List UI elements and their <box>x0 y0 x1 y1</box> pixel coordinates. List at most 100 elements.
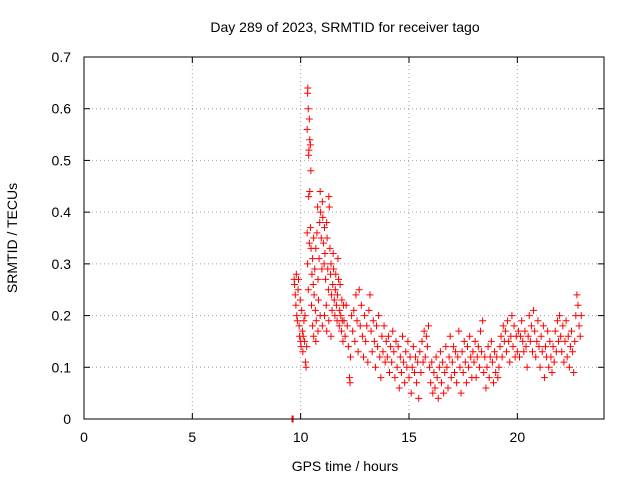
data-point <box>577 312 585 320</box>
data-point <box>361 312 369 320</box>
data-point <box>428 358 436 366</box>
data-point <box>510 322 518 330</box>
data-point <box>457 389 465 397</box>
data-point <box>458 348 466 356</box>
data-point <box>474 343 482 351</box>
data-point <box>313 229 321 237</box>
data-point <box>470 358 478 366</box>
data-point <box>292 270 300 278</box>
data-point <box>394 343 402 351</box>
data-point <box>443 363 451 371</box>
data-point <box>445 353 453 361</box>
data-point <box>429 389 437 397</box>
data-point <box>386 368 393 376</box>
data-point <box>418 337 426 345</box>
data-point <box>309 322 317 330</box>
data-point <box>464 343 471 351</box>
data-point <box>366 291 374 299</box>
data-point <box>383 353 391 361</box>
data-point <box>466 332 474 340</box>
data-point <box>390 348 398 356</box>
data-point <box>546 337 554 345</box>
data-point <box>408 363 416 371</box>
data-point <box>453 379 461 387</box>
data-point <box>509 343 517 351</box>
y-tick-label: 0.1 <box>52 359 72 375</box>
data-point <box>294 286 302 294</box>
data-point <box>331 286 339 294</box>
data-point <box>335 275 343 283</box>
data-point <box>397 368 405 376</box>
data-point <box>301 312 309 320</box>
data-point <box>318 322 326 330</box>
data-point <box>348 312 356 320</box>
data-point <box>298 327 306 335</box>
data-point <box>305 193 313 201</box>
data-point <box>314 275 322 283</box>
data-point <box>392 337 400 345</box>
data-point <box>519 337 527 345</box>
data-point <box>427 379 435 387</box>
data-point <box>469 348 477 356</box>
data-point <box>358 332 366 340</box>
data-point <box>325 317 333 325</box>
data-point <box>465 363 473 371</box>
y-tick-label: 0 <box>63 411 71 427</box>
data-point <box>309 255 317 263</box>
data-point <box>391 374 399 382</box>
data-point <box>569 348 577 356</box>
data-point <box>343 322 351 330</box>
data-point <box>299 332 307 340</box>
data-point <box>524 332 532 340</box>
data-point <box>565 363 573 371</box>
data-point <box>354 348 362 356</box>
data-point <box>417 368 425 376</box>
data-point <box>336 281 344 289</box>
data-point <box>532 353 540 361</box>
data-point <box>323 327 331 335</box>
data-point <box>442 343 450 351</box>
data-point <box>491 348 499 356</box>
data-point <box>389 327 397 335</box>
data-point <box>306 187 314 195</box>
data-point <box>321 250 329 258</box>
data-point <box>555 337 562 345</box>
data-point <box>460 337 468 345</box>
axis-ticks: 0 0.1 0.2 0.3 0.4 0.5 0.6 0.7 0 5 10 15 20 <box>52 49 604 445</box>
data-point <box>415 394 423 402</box>
data-point <box>561 337 569 345</box>
data-point <box>521 327 529 335</box>
data-point <box>568 327 575 335</box>
data-point <box>318 265 326 273</box>
data-point <box>448 358 456 366</box>
data-point <box>324 286 332 294</box>
data-point <box>570 368 578 376</box>
data-point <box>319 213 327 221</box>
data-point <box>370 337 378 345</box>
data-point <box>399 332 406 340</box>
data-point <box>327 291 335 299</box>
data-point <box>355 286 363 294</box>
data-point <box>377 374 385 382</box>
data-point <box>357 301 365 309</box>
data-point <box>373 322 380 330</box>
data-point <box>517 332 525 340</box>
data-point <box>303 229 311 237</box>
data-point <box>462 379 470 387</box>
data-point <box>321 312 328 320</box>
data-point <box>496 343 504 351</box>
data-point <box>449 343 457 351</box>
data-point <box>467 353 475 361</box>
data-point <box>433 374 441 382</box>
data-point <box>426 363 434 371</box>
data-point <box>520 348 528 356</box>
data-point <box>302 363 310 371</box>
data-point <box>319 239 327 247</box>
data-point <box>318 198 326 206</box>
data-point <box>421 353 429 361</box>
data-point <box>295 322 303 330</box>
data-point <box>364 358 372 366</box>
data-point <box>325 203 333 211</box>
data-point <box>472 374 480 382</box>
data-point <box>544 327 552 335</box>
